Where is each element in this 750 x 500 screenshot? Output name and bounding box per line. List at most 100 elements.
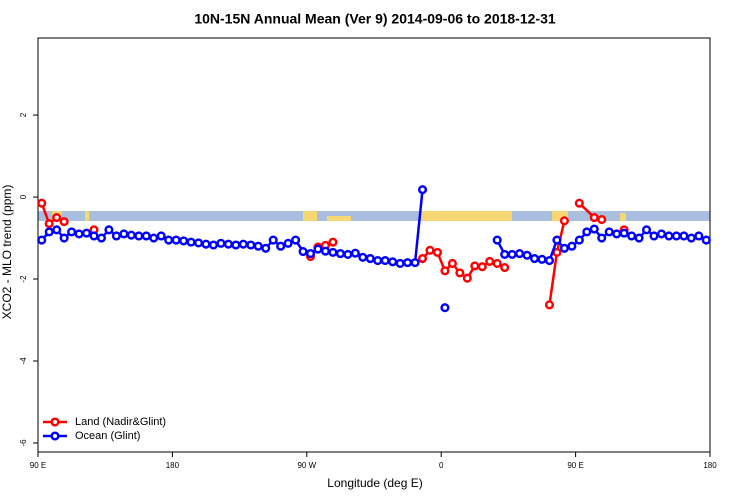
data-point	[52, 225, 62, 235]
x-axis-label: Longitude (deg E)	[327, 476, 422, 490]
data-point	[410, 258, 420, 268]
data-point	[37, 235, 47, 245]
data-point	[111, 231, 121, 241]
data-point	[59, 217, 69, 227]
x-tick-label: 0	[439, 461, 444, 470]
data-point	[671, 231, 681, 241]
y-tick-label: -6	[19, 439, 28, 447]
chart-title: 10N-15N Annual Mean (Ver 9) 2014-09-06 t…	[194, 11, 556, 27]
data-point	[156, 231, 166, 241]
data-point	[589, 224, 599, 234]
data-point	[149, 233, 159, 243]
y-tick-label: -4	[19, 357, 28, 365]
legend-label: Ocean (Glint)	[75, 430, 140, 442]
data-point	[164, 235, 174, 245]
data-point	[320, 246, 331, 256]
data-point	[276, 241, 286, 251]
data-point	[537, 254, 547, 264]
y-tick-label: 0	[19, 194, 28, 199]
data-point	[500, 249, 510, 259]
data-point	[208, 240, 219, 250]
legend: Land (Nadir&Glint) Ocean (Glint)	[43, 416, 166, 442]
data-point	[81, 228, 92, 238]
data-point	[425, 245, 435, 255]
data-point	[544, 300, 555, 310]
data-point	[365, 253, 375, 264]
data-point	[627, 231, 637, 241]
map-strip	[38, 211, 710, 221]
data-point	[432, 247, 443, 257]
x-tick-label: 180	[703, 461, 717, 470]
series-line	[40, 189, 707, 265]
data-point	[298, 247, 308, 257]
data-point	[641, 225, 652, 235]
data-point	[305, 249, 316, 259]
y-tick-label: 2	[19, 112, 28, 117]
data-point	[417, 185, 428, 195]
data-point	[313, 244, 323, 254]
data-point	[261, 243, 271, 253]
data-point	[343, 249, 353, 259]
data-point	[567, 241, 577, 251]
data-point	[477, 262, 487, 272]
data-point	[104, 225, 114, 235]
data-point	[37, 198, 47, 208]
data-point	[350, 248, 360, 258]
data-point	[126, 230, 136, 240]
data-point	[328, 237, 338, 247]
data-point	[96, 233, 107, 243]
data-point	[44, 227, 54, 237]
data-point	[544, 256, 555, 266]
data-point	[500, 262, 510, 273]
data-point	[141, 231, 151, 241]
data-point	[223, 239, 233, 249]
x-tick-label: 180	[166, 461, 180, 470]
data-point	[686, 233, 696, 243]
data-point	[380, 256, 390, 266]
data-point	[634, 233, 644, 243]
data-point	[462, 273, 472, 283]
data-point	[253, 241, 263, 251]
data-point	[74, 229, 84, 239]
data-point	[119, 229, 129, 239]
data-point	[238, 239, 248, 249]
data-point	[529, 253, 540, 264]
data-point	[395, 258, 405, 268]
data-point	[574, 235, 584, 245]
data-point	[559, 243, 569, 253]
data-point	[701, 235, 711, 245]
data-point	[186, 237, 196, 247]
data-point	[440, 266, 450, 276]
data-point	[507, 249, 517, 259]
data-point	[52, 212, 62, 223]
data-point	[216, 238, 226, 248]
data-point	[193, 238, 204, 248]
data-point	[694, 231, 704, 241]
data-point	[470, 261, 480, 271]
data-point	[291, 235, 301, 245]
data-point	[358, 252, 368, 262]
y-axis-label: XCO2 - MLO trend (ppm)	[0, 185, 14, 320]
data-point	[171, 235, 181, 245]
data-point	[335, 249, 345, 259]
data-point	[455, 268, 465, 278]
data-point	[522, 250, 532, 260]
data-point	[492, 258, 502, 268]
data-point	[492, 235, 502, 245]
y-tick-label: -2	[19, 275, 28, 283]
data-point	[231, 240, 241, 250]
data-point	[552, 235, 562, 245]
legend-marker	[50, 431, 60, 441]
data-point	[656, 229, 667, 239]
x-tick-label: 90 E	[567, 461, 583, 470]
data-point	[67, 227, 77, 237]
data-point	[485, 256, 495, 266]
data-point	[447, 258, 457, 268]
legend-marker	[50, 417, 60, 427]
x-tick-label: 90 E	[30, 461, 46, 470]
data-point	[201, 239, 211, 249]
data-point	[574, 198, 584, 208]
data-point	[649, 231, 659, 241]
data-point	[59, 233, 69, 243]
